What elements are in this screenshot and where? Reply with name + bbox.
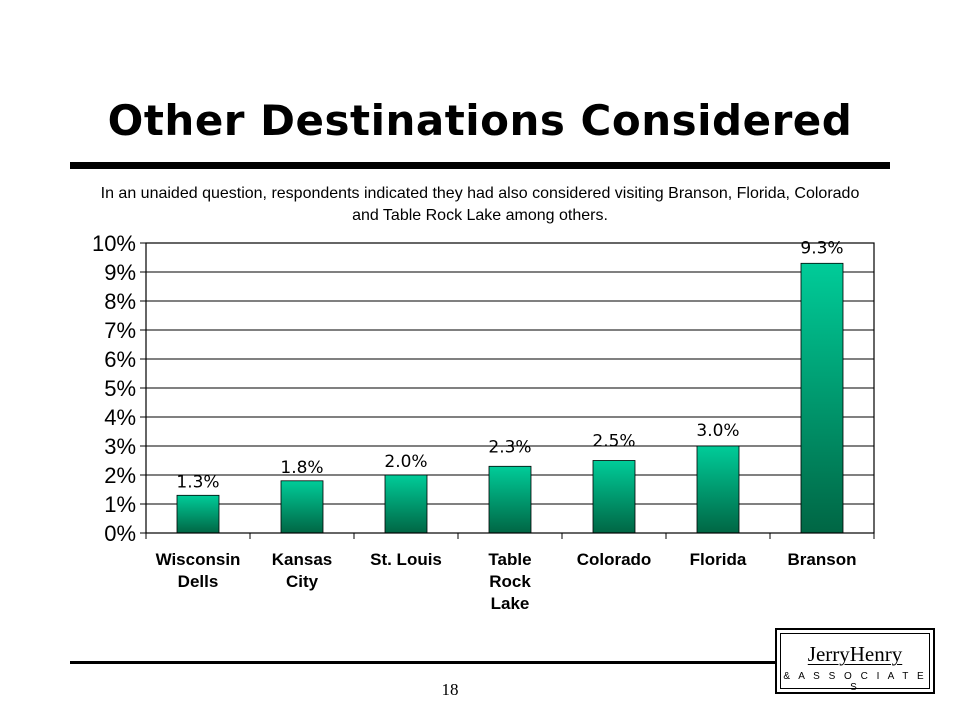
x-tick-label: City <box>286 572 319 591</box>
bar <box>384 474 428 534</box>
bar <box>176 494 220 534</box>
axes: 0% 1% 2% 3% 4% 5% 6% 7% 8% 9% 10% Wisconsin Dells Kan… <box>92 231 875 613</box>
logo-frame: JerryHenry & A S S O C I A T E S <box>780 633 930 693</box>
data-labels: 1.3% 1.8% 2.0% 2.3% 2.5% 3.0% 9.3% <box>176 238 843 492</box>
x-tick-label: Lake <box>491 594 530 613</box>
page-number: 18 <box>441 680 459 699</box>
logo-name-text: JerryHenry <box>807 642 903 666</box>
x-tick-label: Rock <box>489 572 531 591</box>
slide-subtitle: In an unaided question, respondents indi… <box>100 185 860 224</box>
x-tick-label: Kansas <box>272 550 332 569</box>
y-tick-label: 6% <box>104 347 136 372</box>
y-tick-label: 7% <box>104 318 136 343</box>
x-tick-label: St. Louis <box>370 550 442 569</box>
bar <box>696 445 740 534</box>
data-label: 1.8% <box>280 458 323 478</box>
y-tick-label: 1% <box>104 492 136 517</box>
x-tick-label: Table <box>488 550 531 569</box>
y-tick-label: 5% <box>104 376 136 401</box>
data-label: 2.0% <box>384 452 427 472</box>
y-tick-label: 0% <box>104 521 136 546</box>
y-tick-label: 3% <box>104 434 136 459</box>
logo-tagline: & A S S O C I A T E S <box>783 671 927 693</box>
bar <box>800 262 844 534</box>
x-tick-label: Dells <box>178 572 219 591</box>
footer-divider <box>70 661 775 664</box>
y-tick-label: 10% <box>92 231 136 256</box>
data-label: 1.3% <box>176 472 219 492</box>
bar <box>280 480 324 534</box>
x-tick-label: Colorado <box>577 550 652 569</box>
data-label: 2.5% <box>592 432 635 452</box>
data-label: 3.0% <box>696 421 739 441</box>
x-tick-label: Florida <box>690 550 747 569</box>
slide-title: Other Destinations Considered <box>107 96 853 145</box>
x-tick-label: Wisconsin <box>156 550 241 569</box>
data-label: 9.3% <box>800 238 843 258</box>
bar <box>488 465 532 534</box>
y-tick-label: 2% <box>104 463 136 488</box>
data-label: 2.3% <box>488 437 531 457</box>
bars <box>176 262 844 534</box>
y-tick-label: 9% <box>104 260 136 285</box>
x-tick-label: Branson <box>788 550 857 569</box>
logo-name: JerryHenry <box>781 634 929 665</box>
company-logo: JerryHenry & A S S O C I A T E S <box>775 628 935 694</box>
y-tick-label: 4% <box>104 405 136 430</box>
title-divider <box>70 162 890 169</box>
y-tick-label: 8% <box>104 289 136 314</box>
bar <box>592 460 636 534</box>
